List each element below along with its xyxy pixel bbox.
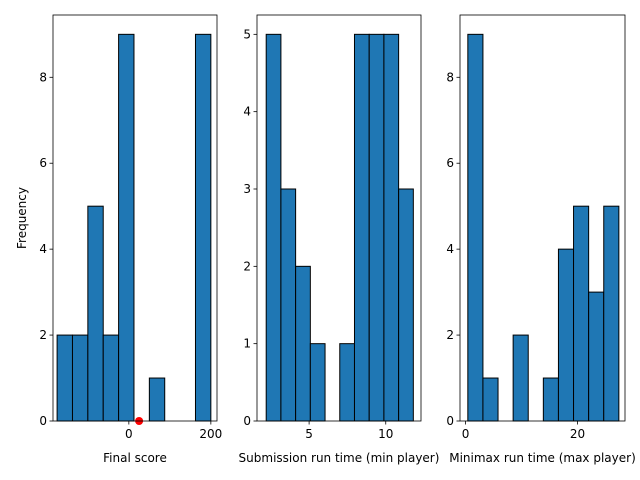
histogram-bar — [603, 205, 620, 422]
histogram-bar — [309, 343, 326, 422]
x-tick-label: 20 — [570, 427, 585, 441]
y-tick-label: 0 — [39, 414, 47, 428]
histogram-bar — [467, 33, 484, 422]
x-tick-label: 10 — [378, 427, 393, 441]
x-tick-label: 0 — [462, 427, 470, 441]
histogram-bar — [118, 33, 135, 422]
axes-frame — [459, 14, 626, 422]
histogram-bar — [573, 205, 590, 422]
histogram-bar — [557, 248, 575, 422]
y-axis-label: Frequency — [15, 187, 29, 249]
y-tick-label: 2 — [446, 328, 454, 342]
y-tick-label: 5 — [243, 27, 251, 41]
histogram-bar — [353, 33, 370, 422]
histogram-bar — [102, 334, 120, 422]
histogram-bar — [194, 33, 212, 422]
y-tick-label: 0 — [243, 414, 251, 428]
axes-frame — [52, 14, 218, 422]
y-tick-label: 2 — [243, 259, 251, 273]
x-tick-label: 5 — [305, 427, 313, 441]
histogram-bar — [148, 377, 166, 422]
y-tick-label: 2 — [39, 328, 47, 342]
y-tick-label: 0 — [446, 414, 454, 428]
histogram-bar — [339, 343, 355, 422]
histogram-bar — [265, 33, 282, 422]
y-tick-label: 6 — [39, 156, 47, 170]
x-axis-label: Final score — [103, 451, 167, 465]
x-axis-label: Submission run time (min player) — [239, 451, 440, 465]
panel-3: 0 2 4 6 8 0 20 Minimax run time (max player) — [446, 14, 636, 465]
x-tick-label: 0 — [125, 427, 133, 441]
y-tick-label: 8 — [446, 70, 454, 84]
y-tick-label: 3 — [243, 182, 251, 196]
y-tick-label: 4 — [243, 105, 251, 119]
x-tick-label: 200 — [199, 427, 222, 441]
histogram-bar — [71, 334, 89, 422]
histogram-bar — [588, 291, 605, 422]
y-tick-label: 4 — [39, 242, 47, 256]
histogram-bar — [398, 188, 414, 422]
histogram-bar — [295, 265, 311, 422]
histogram-bar — [280, 188, 297, 422]
histogram-bar — [368, 33, 385, 422]
histogram-bar — [542, 377, 559, 422]
histogram-bar — [383, 33, 400, 422]
axes-frame — [256, 14, 422, 422]
x-axis-label: Minimax run time (max player) — [449, 451, 636, 465]
y-tick-label: 8 — [39, 70, 47, 84]
histogram-bar — [512, 334, 529, 422]
histogram-bar — [87, 205, 104, 422]
histogram-bar — [482, 377, 499, 422]
panel-2: 0 1 2 3 4 5 5 10 Submission run time (min player… — [239, 14, 440, 465]
panel-1: 0 2 4 6 8 0 200 Final score Frequency — [15, 14, 222, 465]
y-tick-label: 4 — [446, 242, 454, 256]
y-tick-label: 1 — [243, 337, 251, 351]
y-tick-label: 6 — [446, 156, 454, 170]
histogram-bar — [56, 334, 73, 422]
